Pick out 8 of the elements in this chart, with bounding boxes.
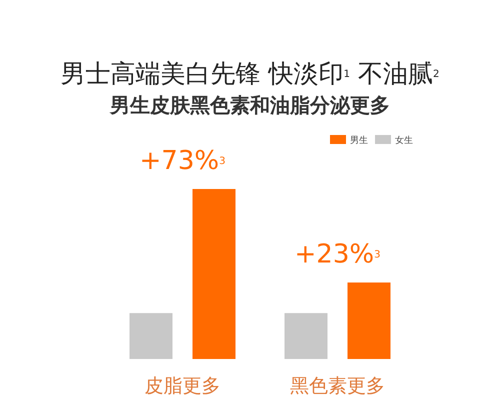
chart-title: 男士高端美白先锋 快淡印$^{1}$ 不油腻$^{2}$ (60, 59, 440, 88)
annotation: +23%$^{3}$ (294, 240, 380, 270)
text: +73%$^{3}$ (140, 146, 226, 176)
legend-label: 女生 (395, 135, 413, 146)
legend-label: 男生 (350, 135, 368, 146)
chart-subtitle: 男生皮肤黑色素和油脂分泌更多 (109, 93, 390, 117)
x-tick-label: 皮脂更多 (144, 375, 220, 397)
x-tick-label: 黑色素更多 (290, 375, 385, 397)
